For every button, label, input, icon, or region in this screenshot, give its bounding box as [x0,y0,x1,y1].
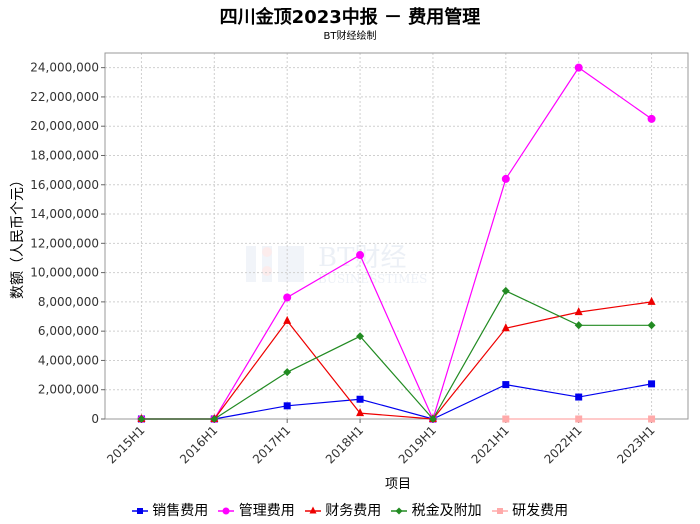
data-point-marker [575,415,583,423]
data-point-marker [283,402,291,410]
data-point-marker [137,415,146,423]
watermark-logo-dot [262,247,272,257]
y-tick-label: 22,000,000 [30,90,99,104]
legend-item: 财务费用 [304,500,382,520]
x-tick-label: 2022H1 [542,423,585,466]
data-point-marker [356,408,365,417]
x-tick-label: 2015H1 [104,423,147,466]
y-tick-label: 8,000,000 [38,295,99,309]
y-tick-label: 12,000,000 [30,236,99,250]
data-point-marker [574,63,583,72]
data-point-marker [283,315,292,324]
chart-subtitle: BT财经绘制 [323,31,377,42]
x-axis-label: 项目 [385,477,411,492]
series-line [141,66,652,421]
chart-title: 四川金顶2023中报 － 费用管理 [219,7,481,28]
data-point-marker [575,393,583,401]
data-point-marker [501,323,510,332]
legend-swatch [218,507,235,515]
legend-label: 财务费用 [320,503,382,519]
plot-border [104,52,689,420]
y-tick-label: 6,000,000 [38,324,99,338]
data-point-marker [648,380,656,388]
data-point-marker [501,286,510,295]
data-point-marker [502,381,510,389]
y-tick-label: 14,000,000 [30,207,99,221]
y-tick-label: 0 [91,412,99,426]
series-line [141,383,652,420]
legend-swatch [391,507,408,515]
data-point-marker [222,507,230,515]
data-point-marker [574,321,583,330]
legend-swatch [304,506,321,514]
watermark-subtext: BUSINESSTIMES [318,272,427,286]
y-tick-label: 4,000,000 [38,353,99,367]
y-axis-label: 数额（人民币个元） [10,173,26,299]
data-point-marker [356,332,365,341]
data-point-marker [210,415,219,423]
axes [101,52,689,423]
y-tick-label: 18,000,000 [30,148,99,162]
series-line [141,290,652,421]
legend-label: 销售费用 [147,503,209,519]
y-tick-label: 16,000,000 [30,178,99,192]
y-tick-label: 2,000,000 [38,383,99,397]
legend-item: 研发费用 [491,500,569,520]
data-point-marker [647,296,656,305]
legend-label: 研发费用 [507,503,569,519]
y-tick-label: 24,000,000 [30,61,99,75]
x-tick-label: 2018H1 [323,423,366,466]
x-tick-label: 2016H1 [177,423,220,466]
data-point-marker [647,321,656,330]
watermark: BT财经 BUSINESSTIMES [246,243,427,286]
watermark-logo-dot [262,266,272,276]
y-tick-label: 10,000,000 [30,266,99,280]
data-point-marker [356,395,364,403]
legend-item: 税金及附加 [391,500,482,520]
data-point-marker [283,293,292,302]
legend: 销售费用 管理费用 财务费用 税金及附加 研发费用 [0,500,700,520]
watermark-logo-bar [262,246,272,282]
legend-swatch [131,508,148,514]
legend-swatch [491,508,508,514]
series-group [137,286,656,423]
y-tick-label: 20,000,000 [30,119,99,133]
series-layer [137,63,656,423]
x-tick-label: 2023H1 [614,423,657,466]
series-line [141,301,652,420]
data-point-marker [502,415,510,423]
data-point-marker [283,368,292,377]
data-point-marker [574,307,583,316]
series-group [502,415,656,423]
watermark-logo-bar [278,246,304,282]
grid-lines [105,53,688,420]
data-point-marker [647,114,656,123]
data-point-marker [496,508,503,514]
data-point-marker [428,415,437,423]
series-group [137,296,656,422]
x-tick-label: 2019H1 [396,423,439,466]
legend-item: 管理费用 [218,500,295,520]
x-tick-label: 2017H1 [250,423,293,466]
x-tick-label: 2021H1 [469,423,512,466]
data-point-marker [648,415,656,423]
legend-label: 管理费用 [234,503,295,519]
watermark-logo-bar [246,246,256,282]
data-point-marker [309,506,317,514]
legend-label: 税金及附加 [407,503,482,519]
legend-item: 销售费用 [131,500,209,520]
data-point-marker [356,251,365,260]
data-point-marker [136,508,143,514]
data-point-marker [501,174,510,183]
chart-canvas: BT财经 BUSINESSTIMES 0 2,000,000 4,000,000 6,… [10,52,689,492]
data-point-marker [395,507,403,515]
